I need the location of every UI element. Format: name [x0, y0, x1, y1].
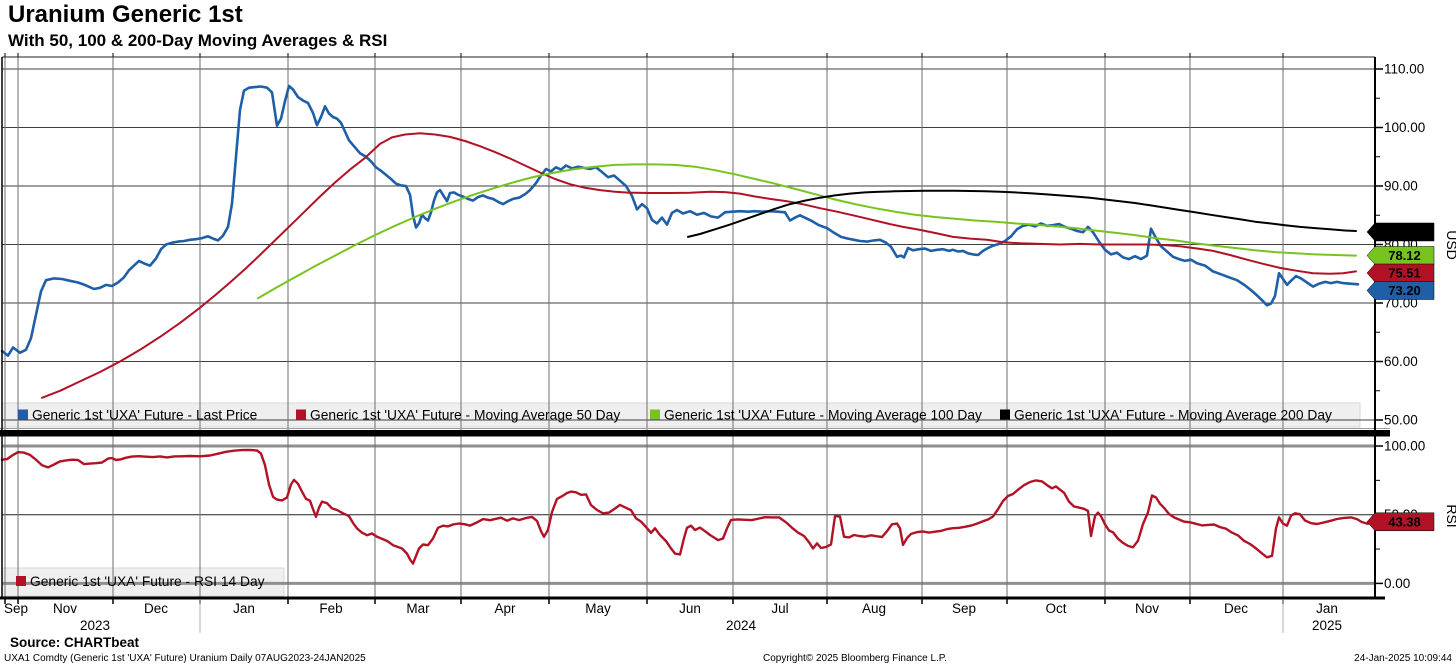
- source-note: Source: CHARTbeat: [10, 635, 140, 650]
- month-label: Jan: [1316, 601, 1338, 616]
- ma50-line: [41, 132, 1357, 399]
- legend-text-layer: Generic 1st 'UXA' Future - Last Price Gen…: [16, 408, 1332, 589]
- legend-strips: [1, 402, 1361, 597]
- legend-item-label: Generic 1st 'UXA' Future - Last Price: [32, 408, 258, 423]
- month-label: May: [585, 601, 611, 616]
- instrument-descriptor: UXA1 Comdty (Generic 1st 'UXA' Future) U…: [4, 653, 366, 664]
- year-label: 2023: [80, 618, 110, 633]
- legend-swatch: [650, 409, 660, 420]
- month-label: Sep: [4, 601, 28, 616]
- month-label: Jan: [233, 601, 255, 616]
- last-value-badge: [1366, 263, 1435, 283]
- year-label: 2024: [726, 618, 757, 633]
- rsi-y-label: 100.00: [1384, 439, 1425, 454]
- page-subtitle: With 50, 100 & 200-Day Moving Averages &…: [8, 31, 388, 50]
- month-label: Apr: [494, 601, 516, 616]
- axis-labels-layer: 110.00100.0090.0080.0070.0060.0050.00100…: [4, 62, 1456, 634]
- month-label: Dec: [144, 601, 168, 616]
- price-line: [0, 84, 1360, 357]
- last-value-badge: [1366, 246, 1435, 265]
- usd-axis-title: USD: [1444, 230, 1456, 260]
- main-y-label: 60.00: [1384, 354, 1418, 369]
- month-label: Feb: [319, 601, 342, 616]
- rsi-line: [0, 448, 1370, 565]
- legend-item-label: Generic 1st 'UXA' Future - RSI 14 Day: [30, 574, 265, 589]
- main-y-label: 90.00: [1384, 179, 1418, 194]
- rsi-last-value-badge: [1366, 512, 1435, 532]
- month-label: Oct: [1045, 601, 1066, 616]
- copyright-note: Copyright© 2025 Bloomberg Finance L.P.: [763, 653, 947, 664]
- ma200-line: [687, 189, 1357, 238]
- main-y-label: 110.00: [1384, 62, 1424, 77]
- page-title: Uranium Generic 1st: [8, 1, 243, 28]
- legend-item-label: Generic 1st 'UXA' Future - Moving Averag…: [664, 408, 982, 423]
- panel-separator: [0, 430, 1390, 437]
- month-label: Jul: [771, 601, 788, 616]
- last-value-badge-label: 78.12: [1388, 248, 1421, 263]
- month-label: Nov: [1135, 601, 1159, 616]
- main-legend-strip: [1, 402, 1361, 428]
- last-value-badge-label: 82.14: [1388, 224, 1421, 239]
- month-label: Jun: [679, 601, 701, 616]
- main-y-label: 100.00: [1384, 120, 1425, 135]
- last-value-badge: [1366, 222, 1435, 242]
- last-value-badge-label: 73.20: [1388, 283, 1421, 298]
- legend-swatch: [16, 576, 26, 586]
- rsi-axis-title: RSI: [1444, 504, 1456, 527]
- rsi-last-value-badge-label: 43.38: [1388, 514, 1421, 529]
- year-label: 2025: [1312, 618, 1342, 633]
- month-label: Aug: [862, 601, 886, 616]
- main-y-label: 50.00: [1384, 413, 1418, 428]
- ma100-line: [257, 163, 1357, 300]
- axes-frame-layer: [0, 53, 1390, 633]
- legend-item-label: Generic 1st 'UXA' Future - Moving Averag…: [310, 408, 620, 423]
- last-value-badges-layer: 82.14 78.12 75.51 73.20 43.38: [1366, 222, 1435, 532]
- last-value-badge-label: 75.51: [1388, 265, 1421, 280]
- month-label: Sep: [952, 601, 976, 616]
- last-value-badge: [1366, 281, 1435, 300]
- legend-swatch: [18, 409, 28, 420]
- grid-layer: [2, 57, 1375, 597]
- rsi-y-label: 0.00: [1384, 576, 1410, 591]
- month-label: Nov: [53, 601, 77, 616]
- legend-item-label: Generic 1st 'UXA' Future - Moving Averag…: [1014, 408, 1332, 423]
- month-label: Dec: [1224, 601, 1248, 616]
- legend-swatch: [296, 409, 306, 420]
- legend-swatch: [1000, 409, 1010, 420]
- month-label: Mar: [406, 601, 430, 616]
- series-layer: [0, 84, 1370, 565]
- print-timestamp: 24-Jan-2025 10:09:44: [1354, 653, 1452, 664]
